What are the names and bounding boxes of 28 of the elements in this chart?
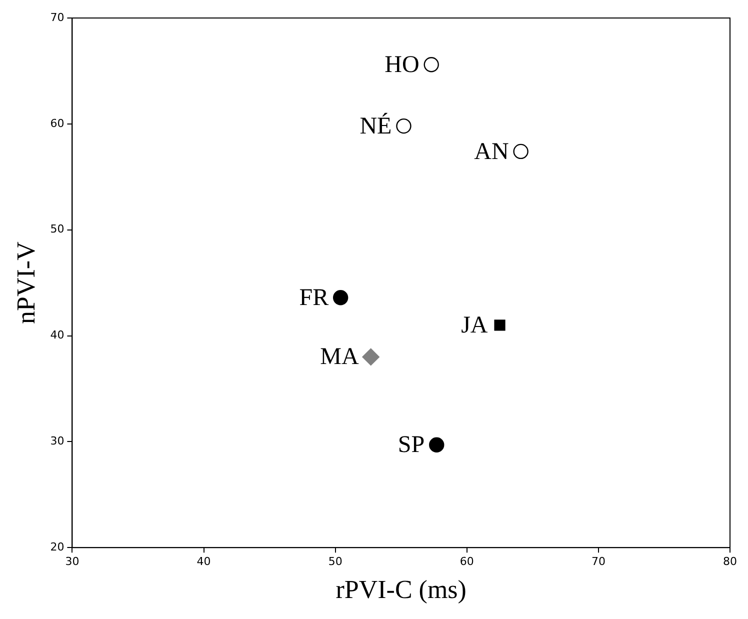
- y-tick-label: 70: [50, 10, 64, 24]
- point: [513, 144, 528, 160]
- point: [424, 57, 439, 72]
- annotation: NÉ: [360, 112, 392, 140]
- point: [494, 320, 506, 331]
- annotation: FR: [299, 284, 329, 311]
- point: [362, 348, 380, 366]
- annotation: HO: [384, 52, 420, 78]
- annotation: MA: [320, 344, 360, 370]
- y-tick-label: 30: [50, 434, 64, 448]
- x-tick-label: 60: [460, 555, 474, 568]
- x-tick-label: 70: [591, 555, 606, 568]
- y-tick-label: 60: [50, 116, 64, 130]
- annotation: SP: [398, 432, 425, 458]
- y-tick-label: 40: [50, 328, 64, 342]
- point: [429, 437, 444, 452]
- x-tick-label: 40: [196, 555, 211, 568]
- x-tick-label: 80: [723, 555, 737, 568]
- y-tick-label: 20: [50, 540, 64, 554]
- y-tick-label: 50: [50, 222, 64, 236]
- x-tick-label: 50: [328, 555, 342, 568]
- point: [332, 290, 348, 306]
- annotation: AN: [474, 138, 509, 165]
- annotation: JA: [461, 312, 488, 338]
- x-tick-label: 30: [65, 555, 80, 568]
- x-axis-title: rPVI-C (ms): [336, 575, 466, 604]
- point: [396, 118, 412, 134]
- y-axis-title: nPVI-V: [11, 241, 40, 324]
